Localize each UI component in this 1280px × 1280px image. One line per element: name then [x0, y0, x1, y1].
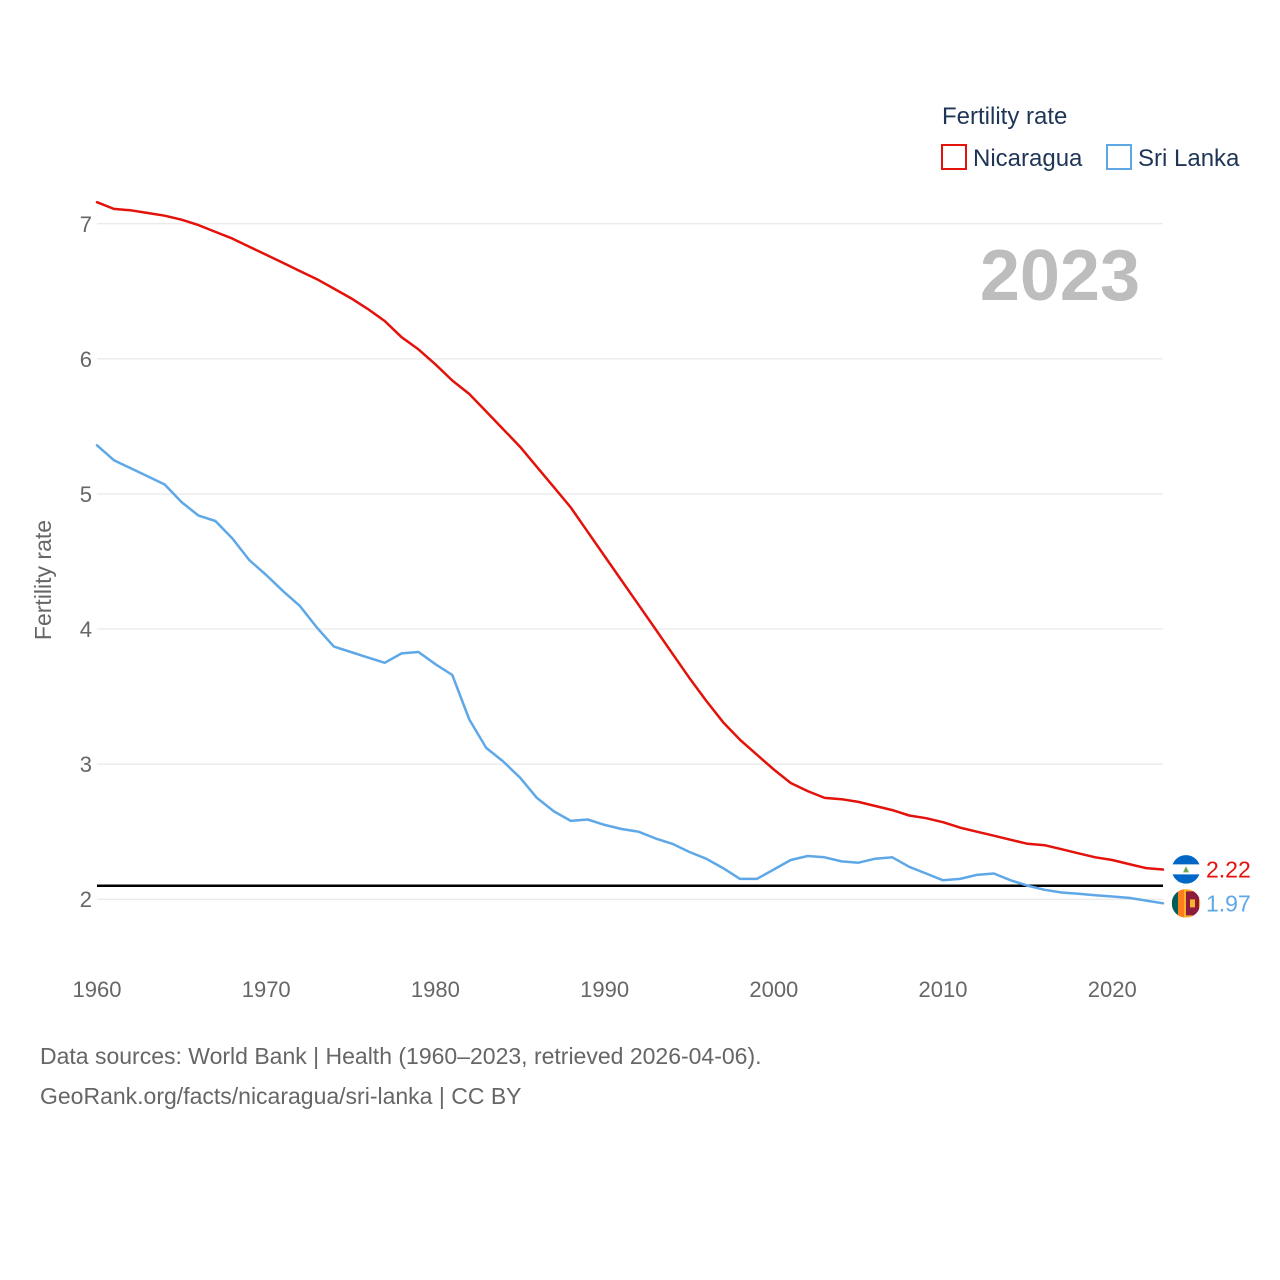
- legend-item-sri-lanka[interactable]: Sri Lanka: [1106, 144, 1240, 172]
- series-lines: [95, 200, 1165, 905]
- x-tick-label: 2010: [919, 977, 968, 1002]
- y-tick-label: 3: [80, 752, 92, 777]
- legend-item-nicaragua[interactable]: Nicaragua: [941, 144, 1083, 172]
- x-tick-label: 1980: [411, 977, 460, 1002]
- y-tick-label: 4: [80, 617, 92, 642]
- data-sources-text: Data sources: World Bank | Health (1960–…: [40, 1043, 762, 1069]
- y-tick-label: 2: [80, 887, 92, 912]
- series-end-labels: 2.22 1.97: [1170, 853, 1251, 920]
- y-axis-ticks: 2 3 4 5 6 7: [80, 212, 92, 912]
- legend-label: Nicaragua: [973, 145, 1083, 172]
- x-tick-label: 2000: [749, 977, 798, 1002]
- end-value-label-nicaragua: 2.22: [1206, 856, 1251, 882]
- legend-label: Sri Lanka: [1138, 145, 1240, 172]
- x-tick-label: 1960: [73, 977, 122, 1002]
- y-tick-label: 6: [80, 347, 92, 372]
- x-axis-ticks: 1960 1970 1980 1990 2000 2010 2020: [73, 977, 1137, 1002]
- year-display: 2023: [980, 236, 1140, 316]
- end-value-label-sri-lanka: 1.97: [1206, 890, 1251, 916]
- y-tick-label: 7: [80, 212, 92, 237]
- attribution-text: GeoRank.org/facts/nicaragua/sri-lanka | …: [40, 1083, 522, 1109]
- line-sri-lanka: [95, 444, 1165, 905]
- legend-title: Fertility rate: [942, 103, 1067, 130]
- gridlines: [97, 223, 1163, 900]
- x-tick-label: 2020: [1088, 977, 1137, 1002]
- sri-lanka-flag: [1170, 887, 1202, 920]
- y-tick-label: 5: [80, 482, 92, 507]
- nicaragua-flag: [1170, 853, 1202, 886]
- legend-swatch: [1106, 144, 1132, 170]
- x-tick-label: 1970: [242, 977, 291, 1002]
- legend: Fertility rate Nicaragua Sri Lanka: [941, 103, 1240, 172]
- line-nicaragua: [95, 200, 1165, 871]
- y-axis-label: Fertility rate: [30, 520, 56, 640]
- legend-swatch: [941, 144, 967, 170]
- x-tick-label: 1990: [580, 977, 629, 1002]
